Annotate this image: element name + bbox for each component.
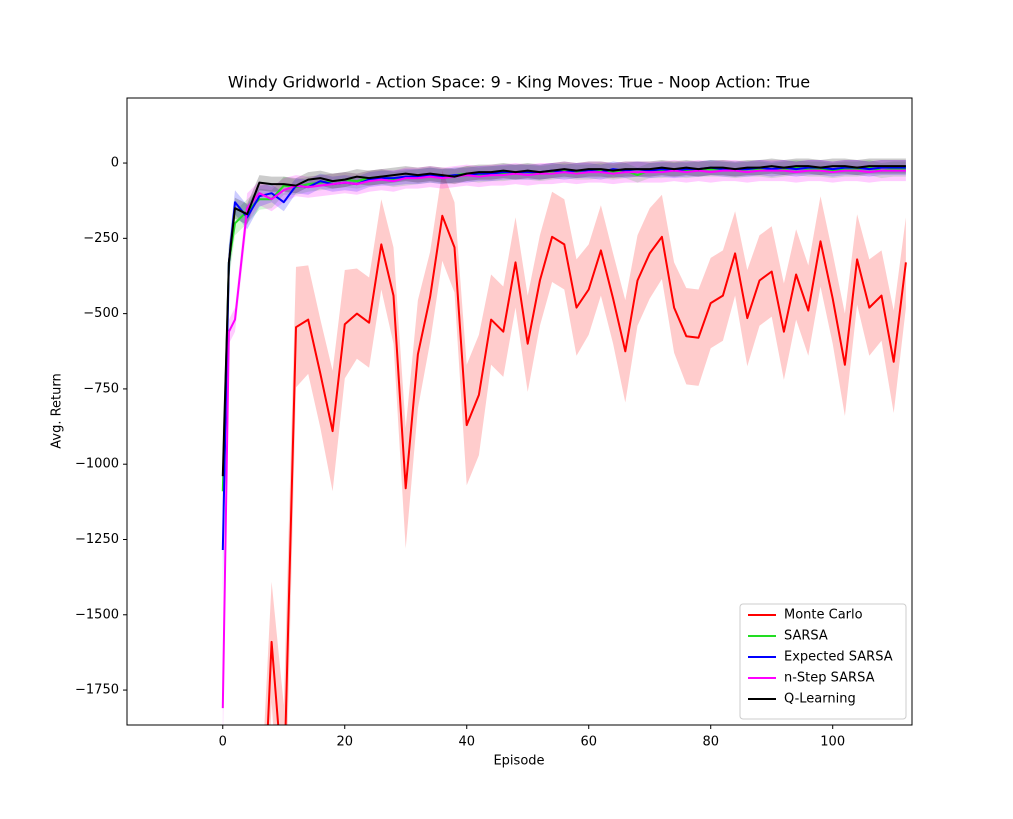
y-tick-label: −250 bbox=[83, 231, 119, 246]
y-tick-label: −1500 bbox=[75, 607, 119, 622]
legend-label: SARSA bbox=[784, 629, 828, 644]
series-line bbox=[221, 169, 906, 709]
legend-box bbox=[739, 603, 907, 720]
series-line bbox=[221, 165, 906, 477]
axes-frame bbox=[126, 97, 913, 726]
x-tick-label: 60 bbox=[580, 735, 597, 750]
legend-label: Monte Carlo bbox=[784, 608, 863, 623]
chart-title: Windy Gridworld - Action Space: 9 - King… bbox=[228, 73, 810, 92]
x-tick-label: 40 bbox=[458, 735, 475, 750]
x-tick-label: 100 bbox=[820, 735, 845, 750]
series-line bbox=[221, 166, 906, 551]
y-axis-label: Avg. Return bbox=[50, 373, 65, 448]
y-tick-label: −750 bbox=[83, 381, 119, 396]
x-tick-label: 20 bbox=[336, 735, 353, 750]
plot-area bbox=[221, 158, 907, 725]
legend-label: n-Step SARSA bbox=[784, 671, 875, 686]
series-line bbox=[266, 214, 907, 725]
x-axis-label: Episode bbox=[493, 754, 544, 769]
y-tick-label: −1000 bbox=[75, 457, 119, 472]
y-tick-label: −500 bbox=[83, 306, 119, 321]
y-tick-label: −1250 bbox=[75, 532, 119, 547]
x-tick-label: 0 bbox=[219, 735, 227, 750]
y-tick-label: 0 bbox=[111, 156, 119, 171]
legend-label: Expected SARSA bbox=[784, 650, 893, 665]
y-tick-label: −1750 bbox=[75, 683, 119, 698]
legend-label: Q-Learning bbox=[784, 692, 856, 707]
x-tick-label: 80 bbox=[702, 735, 719, 750]
